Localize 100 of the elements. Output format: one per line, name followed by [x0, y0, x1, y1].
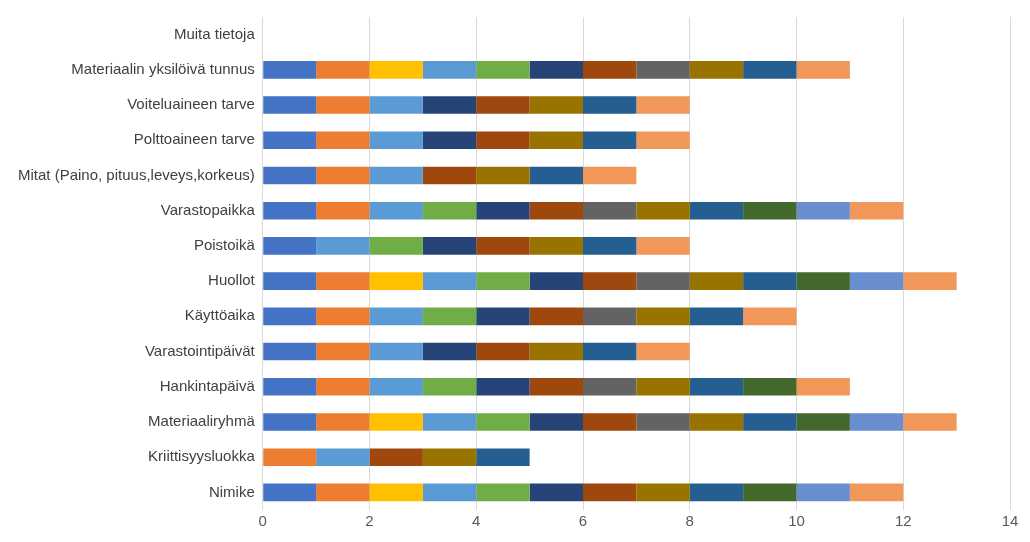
bar: [422, 237, 477, 255]
bar: [796, 61, 850, 79]
bar: [316, 377, 370, 396]
bar: [422, 201, 477, 220]
bar: [422, 272, 477, 290]
bar: [476, 272, 530, 290]
bar: [369, 307, 423, 326]
bar: [583, 377, 637, 396]
bar: [583, 166, 637, 185]
y-tick-label: Hankintapäivä: [159, 376, 256, 394]
bar: [636, 483, 690, 502]
bar: [849, 272, 904, 290]
bar: [476, 483, 530, 502]
bar: [743, 201, 797, 220]
bar: [263, 96, 317, 114]
bar: [636, 61, 690, 79]
bar: [422, 377, 477, 396]
bar: [263, 342, 317, 361]
bar: [369, 377, 423, 396]
bar: [263, 61, 317, 79]
x-tick-label: 10: [788, 512, 805, 530]
y-tick-label: Materiaalin yksilöivä tunnus: [71, 59, 255, 77]
x-tick-label: 0: [258, 512, 267, 530]
bar: [476, 377, 530, 396]
bar: [743, 413, 797, 431]
bar: [743, 377, 797, 396]
bar: [583, 483, 637, 502]
bar: [476, 448, 530, 466]
bar: [529, 61, 584, 79]
bar: [476, 131, 530, 150]
y-tick-label: Poistoikä: [193, 236, 256, 254]
bar: [422, 448, 477, 466]
bar: [636, 131, 690, 150]
y-tick-label: Käyttöaika: [184, 306, 256, 324]
bar: [422, 131, 477, 150]
bar: [263, 131, 317, 150]
bar: [369, 131, 423, 150]
bar: [583, 61, 637, 79]
bar: [369, 483, 423, 502]
bar: [529, 237, 584, 255]
bar: [422, 96, 477, 114]
bar: [636, 272, 690, 290]
bar: [636, 413, 690, 431]
y-tick-label: Huollot: [208, 271, 256, 289]
bar: [369, 61, 423, 79]
bar: [689, 272, 744, 290]
bar: [316, 61, 370, 79]
bar: [369, 448, 423, 466]
bar: [849, 201, 904, 220]
bar: [689, 307, 744, 326]
bar: [422, 61, 477, 79]
y-tick-label: Materiaaliryhmä: [148, 412, 256, 430]
bar: [583, 342, 637, 361]
y-tick-label: Nimike: [208, 482, 255, 500]
x-tick-label: 8: [685, 512, 694, 530]
bar: [476, 307, 530, 326]
bar: [529, 307, 584, 326]
bar: [263, 413, 317, 431]
y-tick-label: Voiteluaineen tarve: [127, 95, 255, 113]
bar: [316, 342, 370, 361]
bar: [263, 237, 317, 255]
bar: [636, 342, 690, 361]
bar: [583, 131, 637, 150]
bar: [422, 166, 477, 185]
bar: [529, 201, 584, 220]
y-tick-label: Muita tietoja: [173, 24, 256, 42]
bar: [583, 272, 637, 290]
bar: [316, 448, 370, 466]
y-tick-label: Polttoaineen tarve: [133, 130, 255, 148]
bar: [476, 342, 530, 361]
bar: [529, 272, 584, 290]
bar: [316, 272, 370, 290]
bar: [636, 201, 690, 220]
y-tick-label: Kriittisyysluokka: [148, 447, 256, 465]
bar: [316, 131, 370, 150]
bar: [743, 61, 797, 79]
bar: [369, 201, 423, 220]
bar: [903, 413, 957, 431]
x-tick-label: 4: [472, 512, 481, 530]
y-tick-label: Varastointipäivät: [144, 341, 256, 359]
bar: [422, 483, 477, 502]
bar: [849, 483, 904, 502]
x-tick-label: 14: [1001, 512, 1019, 530]
bar: [422, 307, 477, 326]
bar: [689, 483, 744, 502]
bar: [263, 307, 317, 326]
bar: [636, 307, 690, 326]
bar: [369, 96, 423, 114]
bar: [476, 413, 530, 431]
bar: [476, 61, 530, 79]
bar: [529, 131, 584, 150]
bar: [583, 201, 637, 220]
bar: [529, 483, 584, 502]
x-tick-label: 2: [365, 512, 374, 530]
bar: [369, 342, 423, 361]
bar: [849, 413, 904, 431]
bar: [316, 201, 370, 220]
bar: [263, 166, 317, 185]
bar: [796, 201, 850, 220]
bar: [583, 307, 637, 326]
